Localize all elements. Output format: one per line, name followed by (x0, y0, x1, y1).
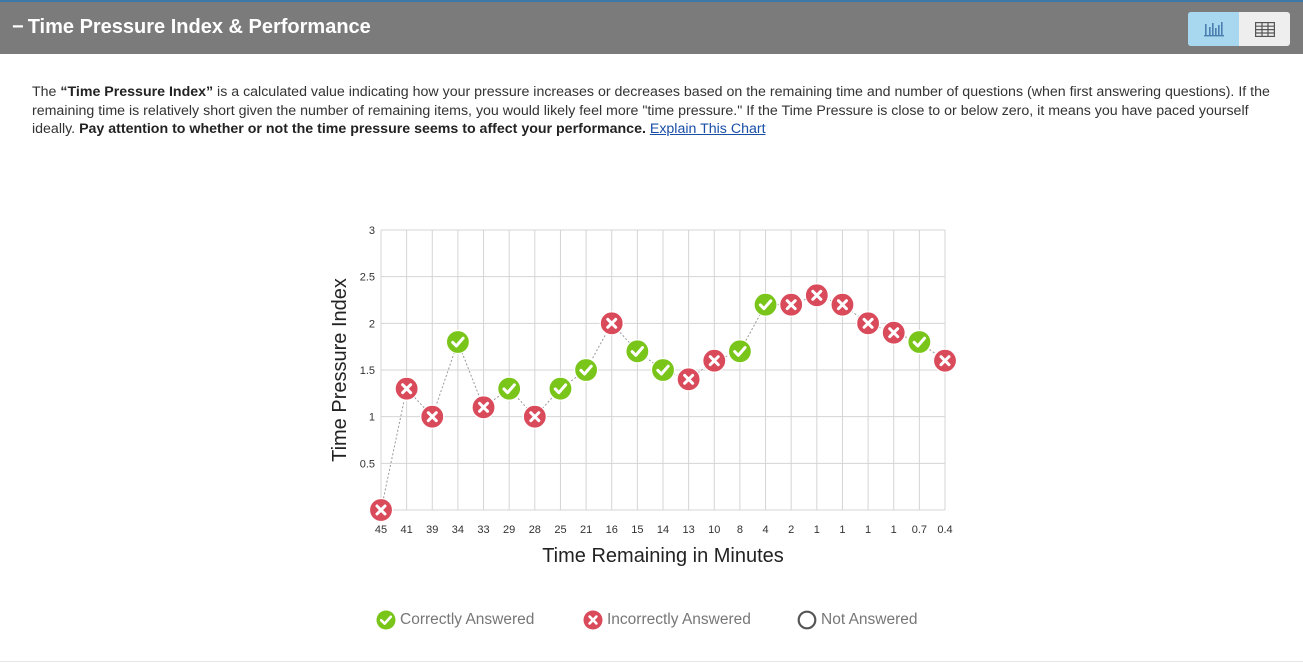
collapse-icon[interactable]: − (12, 16, 24, 38)
incorrect-point[interactable] (522, 404, 547, 429)
correct-point[interactable] (497, 376, 522, 401)
x-tick-label: 10 (708, 524, 720, 536)
x-tick-label: 1 (814, 524, 820, 536)
x-tick-label: 21 (580, 524, 592, 536)
x-tick-label: 39 (426, 524, 438, 536)
chart-view-button[interactable] (1188, 12, 1239, 46)
x-tick-label: 25 (554, 524, 566, 536)
x-tick-label: 15 (631, 524, 643, 536)
incorrect-point[interactable] (420, 404, 445, 429)
correct-point[interactable] (650, 357, 676, 383)
table-view-button[interactable] (1239, 12, 1290, 46)
correct-point[interactable] (727, 339, 753, 364)
description-term: “Time Pressure Index” (60, 84, 214, 100)
incorrect-point[interactable] (471, 395, 496, 420)
correct-point[interactable] (753, 292, 778, 317)
legend-incorrect: Incorrectly Answered (583, 608, 751, 632)
explain-chart-link[interactable]: Explain This Chart (649, 121, 766, 137)
x-tick-label: 0.7 (912, 524, 927, 536)
x-tick-label: 8 (737, 524, 743, 536)
y-tick-label: 2 (369, 318, 375, 330)
legend-incorrect-label: Incorrectly Answered (607, 611, 751, 628)
bar-chart-icon (1203, 22, 1224, 37)
incorrect-point[interactable] (779, 292, 804, 317)
incorrect-point[interactable] (932, 348, 958, 373)
incorrect-point[interactable] (702, 348, 727, 373)
x-tick-label: 28 (529, 524, 541, 536)
legend-unanswered-label: Not Answered (821, 611, 918, 628)
x-tick-label: 2 (788, 524, 794, 536)
section-title-text: Time Pressure Index & Performance (27, 16, 371, 38)
correct-point[interactable] (625, 339, 650, 364)
description-emphasis: Pay attention to whether or not the time… (79, 121, 646, 137)
y-tick-label: 0.5 (360, 458, 375, 470)
x-tick-label: 45 (375, 524, 387, 536)
x-tick-label: 1 (891, 524, 897, 536)
y-tick-label: 3 (369, 225, 375, 237)
section-title[interactable]: − Time Pressure Index & Performance (12, 16, 371, 39)
y-tick-label: 1 (369, 412, 375, 424)
description-body: is a calculated value indicating how you… (32, 84, 1270, 137)
x-tick-label: 34 (452, 524, 464, 536)
x-tick-label: 1 (839, 524, 845, 536)
incorrect-point[interactable] (368, 497, 394, 523)
top-accent-line (0, 0, 1303, 2)
x-tick-label: 4 (762, 524, 768, 536)
legend-unanswered: Not Answered (797, 608, 918, 632)
section-divider (0, 661, 1303, 662)
correct-point[interactable] (573, 357, 599, 383)
empty-circle-icon (797, 610, 817, 630)
description-intro: The (32, 84, 61, 100)
correct-point[interactable] (907, 329, 932, 355)
x-tick-label: 16 (606, 524, 618, 536)
incorrect-point[interactable] (676, 367, 701, 392)
x-tick-label: 13 (683, 524, 695, 536)
legend-correct-label: Correctly Answered (400, 611, 535, 628)
x-tick-label: 14 (657, 524, 669, 536)
x-tick-label: 0.4 (937, 524, 952, 536)
y-axis-label: Time Pressure Index (329, 278, 351, 462)
x-circle-icon (583, 610, 603, 630)
incorrect-point[interactable] (855, 311, 881, 336)
view-toggle (1188, 12, 1290, 46)
y-tick-label: 1.5 (360, 365, 375, 377)
section-header: − Time Pressure Index & Performance (0, 2, 1303, 54)
table-icon (1254, 21, 1275, 37)
check-circle-icon (376, 610, 396, 630)
chart-description: The “Time Pressure Index” is a calculate… (32, 83, 1282, 139)
y-tick-label: 2.5 (360, 272, 375, 284)
chart-grid (380, 229, 946, 511)
incorrect-point[interactable] (804, 283, 829, 308)
correct-point[interactable] (548, 376, 573, 401)
legend-correct: Correctly Answered (376, 608, 534, 632)
x-tick-label: 41 (401, 524, 413, 536)
incorrect-point[interactable] (394, 376, 419, 401)
correct-point[interactable] (445, 329, 471, 355)
incorrect-point[interactable] (599, 311, 624, 336)
x-tick-label: 33 (477, 524, 489, 536)
x-axis-label: Time Remaining in Minutes (542, 545, 784, 567)
x-tick-label: 29 (503, 524, 515, 536)
incorrect-point[interactable] (881, 320, 906, 345)
x-tick-label: 1 (865, 524, 871, 536)
chart-series (368, 283, 958, 523)
incorrect-point[interactable] (830, 292, 855, 317)
